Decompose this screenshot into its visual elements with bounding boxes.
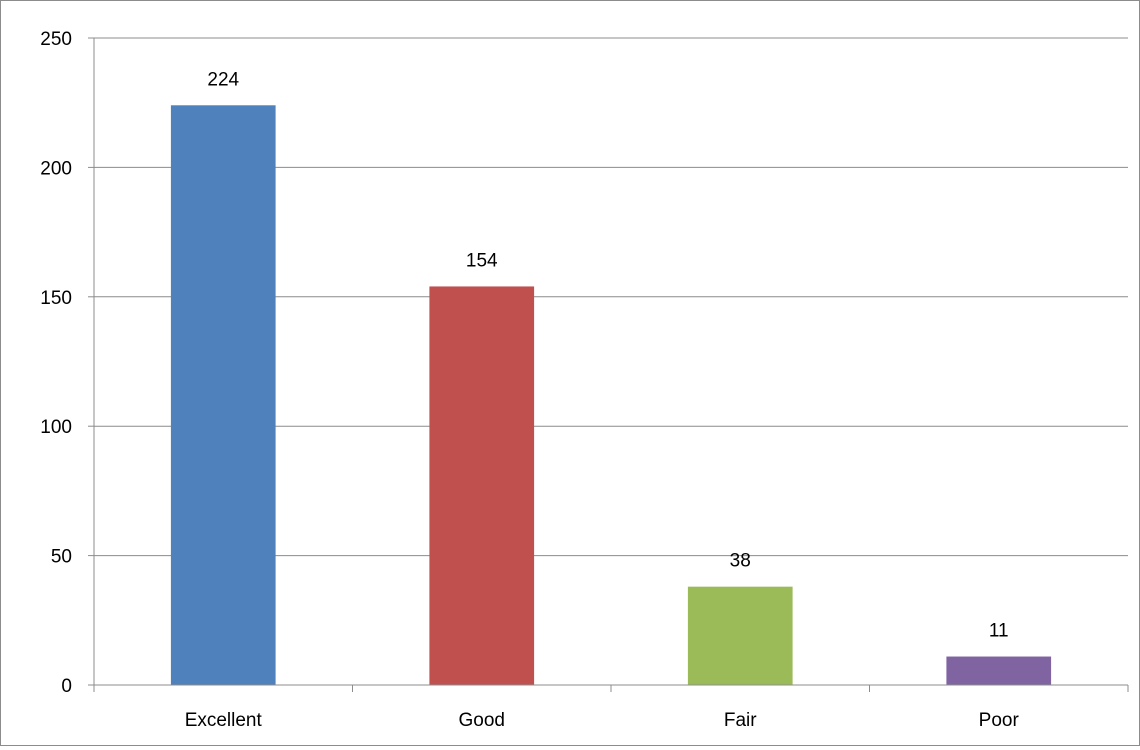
y-tick-label: 50 (51, 547, 72, 568)
x-tick-label-good: Good (459, 710, 505, 731)
data-label-poor: 11 (989, 621, 1009, 642)
data-label-fair: 38 (730, 551, 751, 572)
y-axis-tick-labels: 0 50 100 150 200 250 (40, 29, 72, 697)
bar-poor (946, 656, 1052, 685)
x-tick-label-fair: Fair (724, 710, 757, 731)
y-tick-label: 250 (40, 29, 72, 50)
bar-good (429, 286, 535, 685)
axes (88, 37, 1129, 692)
y-tick-label: 200 (40, 158, 72, 179)
y-tick-label: 0 (61, 676, 72, 697)
bar-fair (687, 586, 793, 685)
data-label-excellent: 224 (207, 69, 239, 90)
bars (170, 105, 1052, 685)
x-axis-tick-labels: Excellent Good Fair Poor (185, 710, 1020, 731)
x-tick-label-poor: Poor (979, 710, 1020, 731)
data-labels: 224 154 38 11 (207, 69, 1008, 641)
bar-excellent (170, 105, 276, 685)
data-label-good: 154 (466, 250, 498, 271)
y-tick-label: 150 (40, 288, 72, 309)
y-tick-label: 100 (40, 417, 72, 438)
x-tick-label-excellent: Excellent (185, 710, 263, 731)
